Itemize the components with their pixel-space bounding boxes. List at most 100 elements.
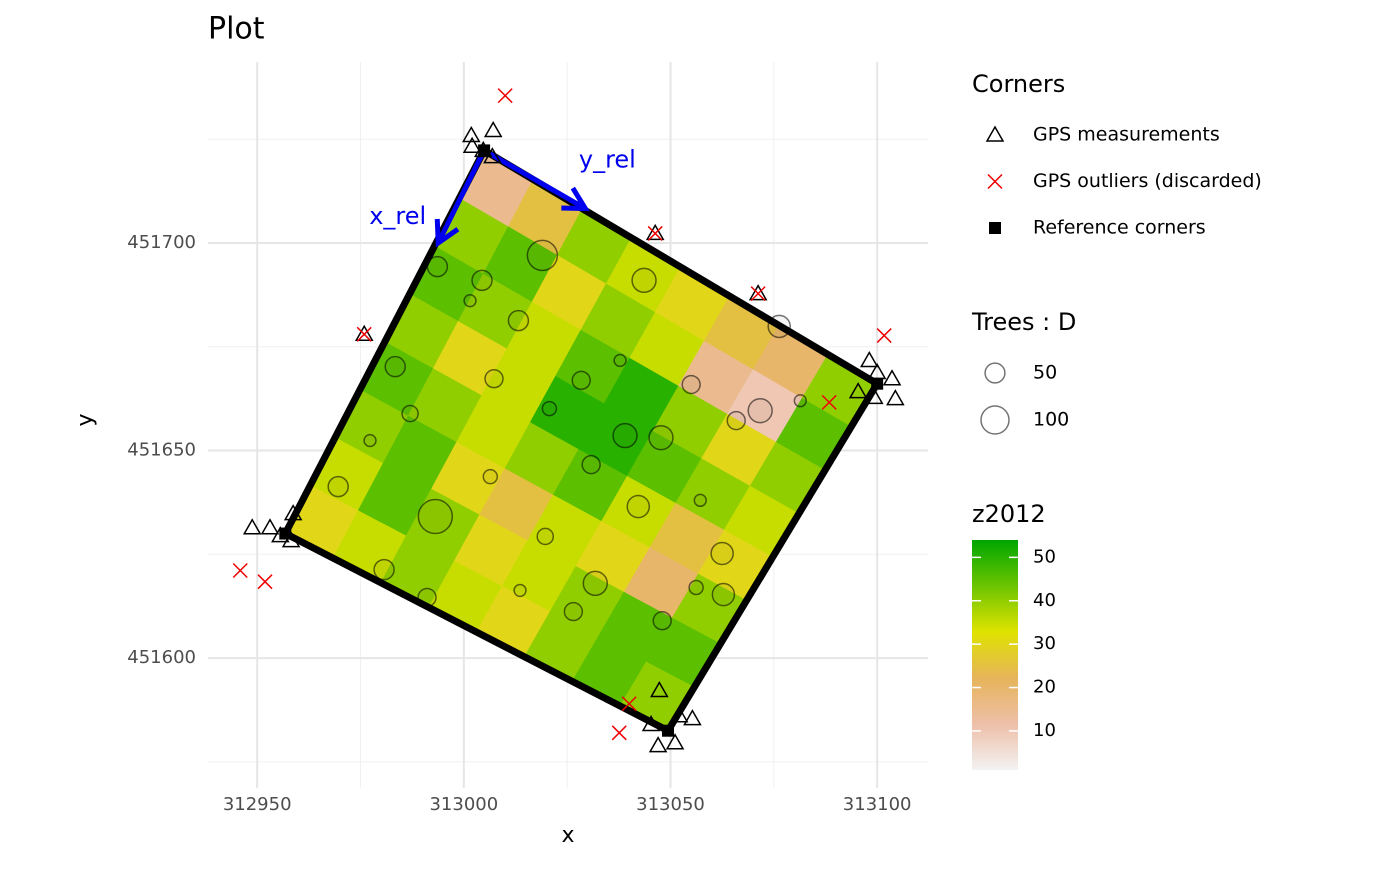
tree	[613, 353, 627, 368]
legend-label: 50	[1033, 362, 1057, 384]
gps-measurement	[483, 120, 503, 138]
gps-measurement	[242, 518, 262, 535]
gps-measurement	[462, 136, 482, 154]
arrow	[434, 149, 487, 248]
tree	[536, 527, 555, 546]
tree	[626, 494, 651, 519]
tree	[507, 309, 530, 332]
gps-outlier	[232, 562, 248, 579]
tree	[563, 601, 584, 622]
legend-label: GPS outliers (discarded)	[1033, 170, 1262, 192]
colorbar-label: 30	[1033, 633, 1056, 654]
reference-corner	[989, 222, 1001, 234]
reference-corner	[662, 724, 675, 737]
tree	[747, 397, 773, 424]
gps-measurement	[860, 350, 879, 368]
tree	[693, 493, 707, 508]
y-axis-label: y	[73, 413, 98, 426]
gps-measurement	[848, 382, 868, 399]
gps-measurement	[864, 387, 884, 405]
tree	[710, 541, 734, 566]
tree	[726, 410, 746, 431]
gps-measurement	[354, 324, 374, 342]
gps-measurement	[882, 369, 902, 386]
arrow-label: y_rel	[579, 146, 636, 174]
tree	[648, 424, 674, 451]
gps-measurement	[683, 709, 702, 726]
colorbar	[972, 540, 1018, 770]
gps-measurement	[461, 125, 481, 143]
gps-outlier	[356, 326, 372, 342]
tree	[463, 293, 477, 308]
tree	[711, 582, 736, 607]
x-tick-label: 313100	[843, 794, 912, 815]
gps-outlier	[257, 574, 273, 590]
gps-outlier	[621, 696, 637, 712]
tree	[327, 475, 349, 498]
gps-outlier	[821, 394, 837, 410]
legend-title: Trees : D	[971, 308, 1076, 336]
x-axis-label: x	[561, 823, 574, 848]
legend-label: Reference corners	[1033, 217, 1206, 239]
tree	[471, 269, 493, 292]
gps-outlier	[497, 88, 513, 104]
gps-measurement	[669, 706, 689, 723]
size-legend-key	[984, 362, 1006, 384]
tree	[681, 374, 701, 395]
gps-measurement	[645, 223, 665, 241]
tree	[417, 498, 454, 535]
y-tick-label: 451650	[127, 440, 196, 461]
gps-outlier	[750, 286, 766, 302]
colorbar-label: 10	[1033, 720, 1056, 741]
gps-measurement	[648, 736, 668, 753]
tree	[401, 404, 419, 423]
tree	[373, 558, 395, 581]
legend-label: 100	[1033, 409, 1069, 431]
tree	[571, 370, 591, 391]
colorbar-label: 50	[1033, 546, 1056, 567]
chart-title: Plot	[208, 12, 265, 47]
reference-corner	[478, 144, 491, 157]
gps-measurement	[283, 504, 303, 521]
tree	[541, 400, 558, 417]
gps-measurement	[281, 531, 301, 548]
y-tick-label: 451600	[127, 647, 196, 668]
colorbar-label: 20	[1033, 677, 1056, 698]
tree	[688, 579, 704, 596]
gps-measurement	[650, 680, 669, 698]
size-legend-key	[980, 405, 1010, 435]
gps-measurement	[665, 733, 685, 750]
tree	[482, 468, 499, 485]
arrow-label: x_rel	[369, 202, 426, 230]
legend-label: GPS measurements	[1033, 124, 1220, 146]
arrow	[482, 148, 590, 212]
gps-measurement	[260, 518, 280, 535]
colorbar-label: 40	[1033, 590, 1056, 611]
gps-measurement	[886, 389, 905, 406]
tree	[526, 239, 559, 272]
tree	[582, 570, 608, 597]
reference-corner	[871, 377, 884, 390]
gps-outlier	[876, 328, 892, 344]
tree	[384, 355, 406, 378]
gps-measurement	[641, 714, 661, 732]
tree	[652, 611, 672, 631]
tree	[612, 422, 638, 449]
tree	[363, 433, 377, 448]
x-tick-label: 313050	[636, 794, 705, 815]
gps-outlier	[647, 225, 663, 241]
gps-measurement	[748, 284, 768, 301]
legend-title: z2012	[972, 500, 1046, 528]
y-tick-label: 451700	[127, 232, 196, 253]
tree	[581, 454, 601, 475]
x-tick-label: 312950	[223, 794, 292, 815]
legend-title: Corners	[972, 70, 1065, 98]
tree	[484, 369, 504, 389]
tree	[513, 583, 527, 598]
gps-outlier	[611, 725, 627, 741]
gps-outlier	[987, 173, 1003, 190]
x-tick-label: 313000	[429, 794, 498, 815]
reference-corner	[279, 527, 292, 540]
